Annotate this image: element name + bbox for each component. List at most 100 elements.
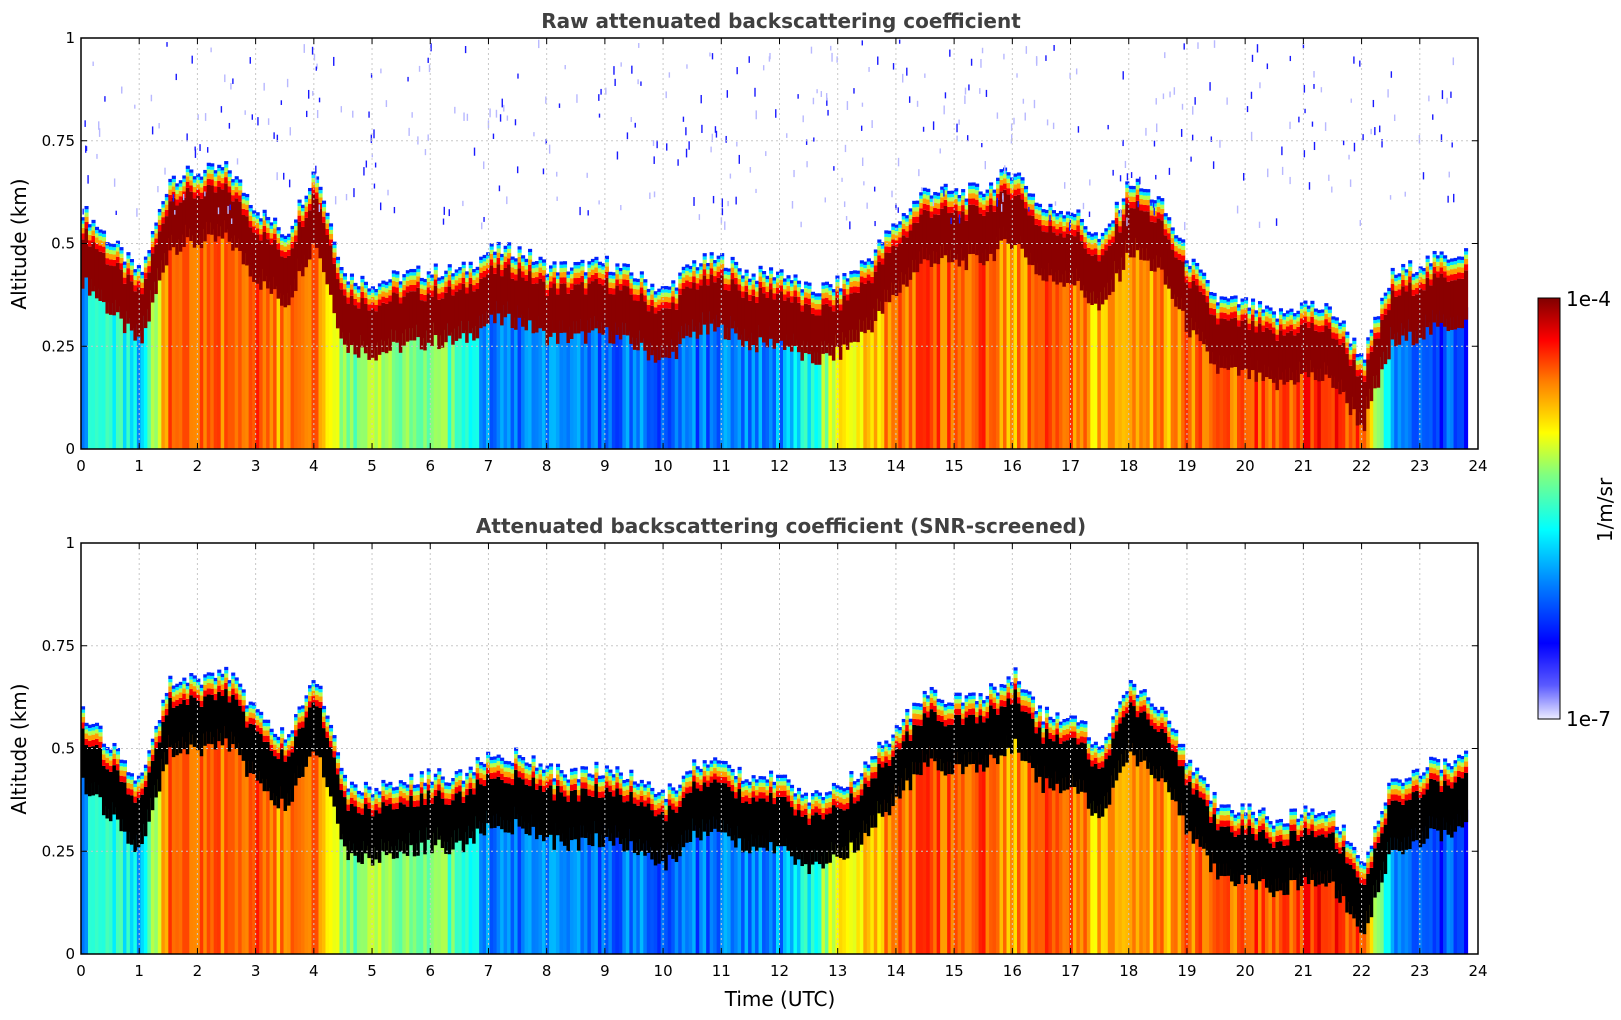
noise-speckle [427,57,429,63]
cloud-edge-cell [1167,227,1172,234]
noise-speckle [1033,99,1036,109]
cloud-edge-cell [769,283,774,290]
cloud-edge-cell [98,229,103,233]
cloud-edge-cell [150,237,155,242]
noise-speckle [841,177,843,182]
cloud-edge-cell [245,705,250,709]
cloud-edge-cell [381,280,386,284]
cloud-edge-cell [601,791,606,798]
profile-column [119,247,124,449]
cloud-edge-cell [1425,271,1430,278]
cloud-edge-cell [1268,307,1273,311]
cloud-core-cell [762,293,767,343]
cloud-edge-cell [178,180,183,184]
cloud-edge-cell [940,193,945,198]
cloud-edge-cell [1261,312,1266,317]
noise-speckle [370,73,373,78]
boundary-layer-cell [178,239,183,449]
cloud-edge-cell [734,268,739,273]
cloud-edge-cell [521,255,526,259]
cloud-core-cell [1107,245,1112,296]
cloud-edge-cell [1072,229,1077,237]
cloud-edge-cell [716,262,721,267]
boundary-layer-cell [1352,396,1357,449]
cloud-edge-cell [416,281,421,288]
cloud-edge-cell [562,261,568,265]
cloud-edge-cell [388,295,393,302]
boundary-layer-cell [793,333,798,449]
cloud-edge-cell [101,746,107,751]
cloud-edge-cell [314,684,320,688]
cloud-edge-cell [199,192,204,199]
cloud-edge-cell [1285,321,1291,327]
boundary-layer-cell [248,264,253,449]
boundary-layer-cell [147,309,152,449]
cloud-edge-cell [625,794,630,802]
cloud-edge-cell [852,276,857,282]
cloud-core-cell [1114,223,1119,274]
noise-speckle [1450,91,1452,98]
cloud-edge-cell [353,787,358,791]
cloud-edge-cell [849,281,854,288]
cloud-core-cell [175,705,180,756]
cloud-core-cell [280,749,285,799]
noise-speckle [1054,201,1057,206]
cloud-edge-cell [531,755,536,759]
boundary-layer-cell [580,319,585,449]
boundary-layer-cell [1195,322,1200,449]
cloud-edge-cell [1177,237,1182,242]
profile-column [395,271,400,449]
cloud-edge-cell [1306,321,1311,328]
cloud-core-cell [810,313,816,364]
boundary-layer-cell [405,329,410,449]
cloud-edge-cell [1373,323,1378,328]
cloud-edge-cell [210,679,215,684]
cloud-edge-cell [1023,201,1029,209]
boundary-layer-cell [252,761,257,954]
cloud-edge-cell [1065,218,1070,223]
cloud-edge-cell [1303,311,1308,317]
cloud-edge-cell [143,256,148,260]
cloud-edge-cell [765,291,770,298]
cloud-edge-cell [475,773,480,780]
profile-column [1149,199,1154,449]
boundary-layer-cell [468,825,473,954]
cloud-edge-cell [793,290,798,297]
cloud-core-cell [447,804,452,855]
profile-column [1418,266,1423,449]
boundary-layer-cell [1390,327,1395,449]
cloud-core-cell [678,294,683,345]
cloud-core-cell [227,702,232,752]
cloud-edge-cell [1195,273,1200,279]
cloud-edge-cell [863,264,868,269]
cloud-edge-cell [503,767,508,772]
cloud-edge-cell [566,278,571,283]
cloud-edge-cell [423,282,428,286]
cloud-edge-cell [1223,312,1228,319]
cloud-edge-cell [482,261,487,266]
cloud-edge-cell [1209,292,1214,296]
boundary-layer-cell [129,832,134,954]
profile-column [727,268,732,449]
profile-column [1058,210,1063,449]
noise-speckle [916,100,919,107]
cloud-edge-cell [947,194,952,198]
boundary-layer-cell [262,268,267,449]
cloud-edge-cell [1390,278,1395,284]
cloud-edge-cell [1362,375,1367,382]
cloud-edge-cell [1460,256,1465,260]
cloud-core-cell [1453,280,1458,330]
cloud-edge-cell [748,285,753,290]
cloud-edge-cell [189,679,194,684]
cloud-edge-cell [803,292,809,298]
cloud-edge-cell [535,264,540,268]
cloud-core-cell [325,234,330,285]
cloud-core-cell [363,804,368,854]
cloud-edge-cell [234,182,239,187]
cloud-core-cell [433,795,438,846]
x-tick-label: 9 [600,457,610,475]
cloud-core-cell [252,232,257,282]
cloud-edge-cell [101,743,107,747]
boundary-layer-cell [129,318,134,449]
noise-speckle [194,149,197,158]
